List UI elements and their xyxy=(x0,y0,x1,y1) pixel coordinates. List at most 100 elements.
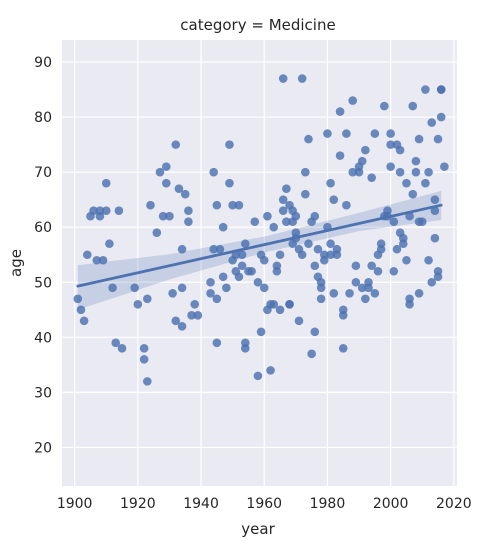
data-point xyxy=(247,266,256,276)
data-point xyxy=(361,294,370,304)
data-point xyxy=(79,316,89,326)
data-point xyxy=(222,283,231,293)
data-point xyxy=(240,239,250,249)
y-tick-label: 40 xyxy=(34,330,52,346)
data-point xyxy=(386,140,395,149)
data-point xyxy=(101,178,111,188)
data-point xyxy=(209,244,218,254)
data-point xyxy=(392,244,402,254)
y-tick-label: 70 xyxy=(34,165,52,181)
data-point xyxy=(206,288,215,298)
data-point xyxy=(240,338,250,348)
data-point xyxy=(139,355,149,364)
data-point xyxy=(310,261,320,271)
data-point xyxy=(417,217,427,227)
chart-title: category = Medicine xyxy=(180,16,335,34)
data-point xyxy=(395,167,405,177)
data-point xyxy=(411,167,421,177)
data-point xyxy=(304,239,313,249)
data-point xyxy=(326,250,335,260)
data-point xyxy=(95,206,105,215)
data-point xyxy=(402,255,411,265)
data-point xyxy=(304,134,313,144)
data-point xyxy=(380,101,389,111)
data-point xyxy=(329,195,339,204)
data-point xyxy=(329,288,339,298)
data-point xyxy=(190,299,200,309)
data-point xyxy=(117,344,127,353)
data-point xyxy=(278,74,288,83)
data-point xyxy=(386,162,395,171)
data-point xyxy=(430,233,440,243)
y-tick-label: 90 xyxy=(34,55,52,71)
x-tick-labels: 1900 1920 1940 1960 1980 2000 2020 xyxy=(57,496,472,512)
data-point xyxy=(225,140,234,149)
data-point xyxy=(316,283,326,293)
data-point xyxy=(253,277,263,287)
data-point xyxy=(98,255,108,265)
data-point xyxy=(345,288,354,298)
data-point xyxy=(364,283,373,293)
y-tick-label: 80 xyxy=(34,110,52,126)
data-point xyxy=(310,327,320,337)
y-tick-label: 30 xyxy=(34,385,52,401)
data-point xyxy=(171,140,181,149)
data-point xyxy=(389,217,399,227)
data-point xyxy=(177,283,187,293)
y-tick-labels: 20 30 40 50 60 70 80 90 xyxy=(34,55,52,456)
y-tick-label: 60 xyxy=(34,220,52,236)
data-point xyxy=(367,173,376,182)
data-point xyxy=(436,85,446,94)
data-point xyxy=(370,288,380,298)
data-point xyxy=(424,255,433,265)
data-point xyxy=(184,217,193,227)
data-point xyxy=(307,349,316,359)
data-point xyxy=(354,167,364,177)
data-point xyxy=(376,239,386,249)
data-point xyxy=(215,244,225,254)
data-point xyxy=(402,178,411,188)
data-point xyxy=(143,294,152,304)
data-point xyxy=(218,272,228,282)
data-point xyxy=(319,250,329,260)
data-point xyxy=(237,261,247,271)
data-point xyxy=(161,162,171,171)
data-point xyxy=(411,156,421,166)
data-point xyxy=(272,266,282,276)
data-point xyxy=(143,377,152,386)
y-tick-label: 20 xyxy=(34,440,52,456)
data-point xyxy=(282,184,291,193)
data-point xyxy=(297,74,307,83)
data-point xyxy=(285,299,294,309)
data-point xyxy=(174,184,184,193)
data-point xyxy=(323,129,332,138)
data-point xyxy=(73,294,83,304)
data-point xyxy=(357,156,367,166)
data-point xyxy=(168,288,177,298)
data-point xyxy=(282,217,291,227)
data-point xyxy=(405,294,414,304)
data-point xyxy=(351,277,361,287)
data-point xyxy=(301,189,310,199)
data-point xyxy=(348,96,358,105)
data-point xyxy=(275,250,285,260)
data-point xyxy=(259,255,269,265)
data-point xyxy=(414,134,424,144)
data-point xyxy=(436,112,446,122)
data-point xyxy=(180,189,190,199)
data-point xyxy=(171,316,181,326)
data-point xyxy=(424,167,433,177)
data-point xyxy=(332,244,342,254)
data-point xyxy=(389,266,399,276)
data-point xyxy=(234,200,244,210)
data-point xyxy=(146,200,155,210)
data-point xyxy=(433,134,443,144)
data-point xyxy=(152,228,162,238)
data-points xyxy=(73,74,449,386)
regression-line xyxy=(76,203,443,288)
data-point xyxy=(256,327,266,337)
data-point xyxy=(209,167,218,177)
y-axis-label: age xyxy=(7,249,25,277)
data-point xyxy=(313,244,323,254)
